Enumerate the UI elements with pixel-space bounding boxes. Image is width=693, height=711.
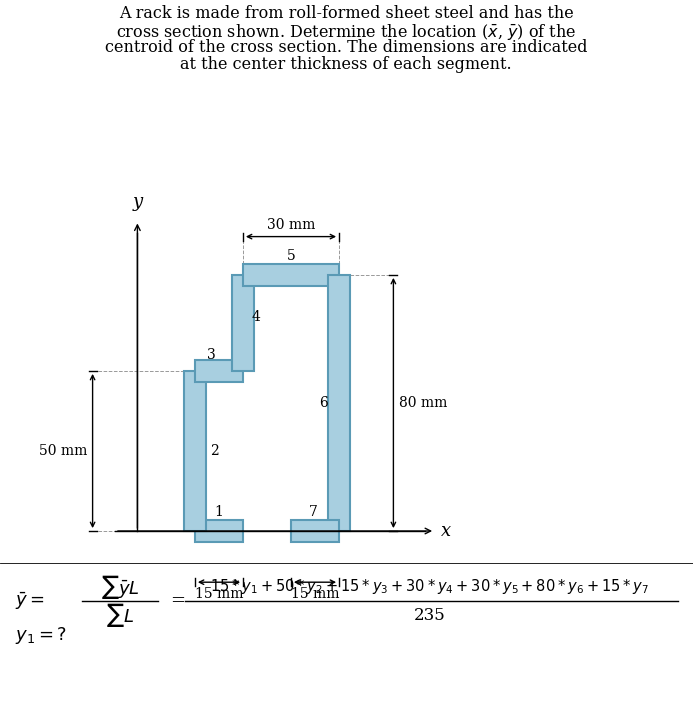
Text: 15 mm: 15 mm xyxy=(195,587,243,602)
Text: $y_1 = ?$: $y_1 = ?$ xyxy=(15,626,67,646)
Text: 4: 4 xyxy=(252,309,261,324)
Text: 2: 2 xyxy=(210,444,218,458)
Polygon shape xyxy=(243,264,339,287)
Text: 80 mm: 80 mm xyxy=(399,396,448,410)
Text: A rack is made from roll-formed sheet steel and has the: A rack is made from roll-formed sheet st… xyxy=(119,5,573,22)
Text: $\bar{y}=$: $\bar{y}=$ xyxy=(15,590,45,611)
Polygon shape xyxy=(328,275,350,531)
Polygon shape xyxy=(184,371,207,531)
Text: 50 mm: 50 mm xyxy=(40,444,87,458)
Text: 235: 235 xyxy=(414,606,446,624)
Text: 3: 3 xyxy=(207,348,216,362)
Text: 30 mm: 30 mm xyxy=(267,218,315,232)
Text: y: y xyxy=(132,193,143,211)
Text: $\sum L$: $\sum L$ xyxy=(106,601,134,629)
Text: 5: 5 xyxy=(287,249,295,263)
Text: cross section shown. Determine the location ($\bar{x}$, $\bar{y}$) of the: cross section shown. Determine the locat… xyxy=(116,22,576,42)
Text: $\sum \bar{y}L$: $\sum \bar{y}L$ xyxy=(100,573,139,601)
Text: =: = xyxy=(170,592,185,610)
Text: 6: 6 xyxy=(319,396,327,410)
Text: centroid of the cross section. The dimensions are indicated: centroid of the cross section. The dimen… xyxy=(105,39,587,56)
Text: 15 mm: 15 mm xyxy=(291,587,340,602)
Polygon shape xyxy=(291,520,339,542)
Text: at the center thickness of each segment.: at the center thickness of each segment. xyxy=(180,56,512,73)
Polygon shape xyxy=(231,275,254,371)
Polygon shape xyxy=(195,360,243,383)
Polygon shape xyxy=(195,520,243,542)
Text: $15 * y_1 + 50 * y_2 + 15 * y_3 + 30 * y_4 + 30 * y_5 + 80 * y_6 + 15 * y_7$: $15 * y_1 + 50 * y_2 + 15 * y_3 + 30 * y… xyxy=(211,577,649,597)
Text: 1: 1 xyxy=(215,505,223,519)
Text: 7: 7 xyxy=(309,505,318,519)
Text: x: x xyxy=(441,522,452,540)
